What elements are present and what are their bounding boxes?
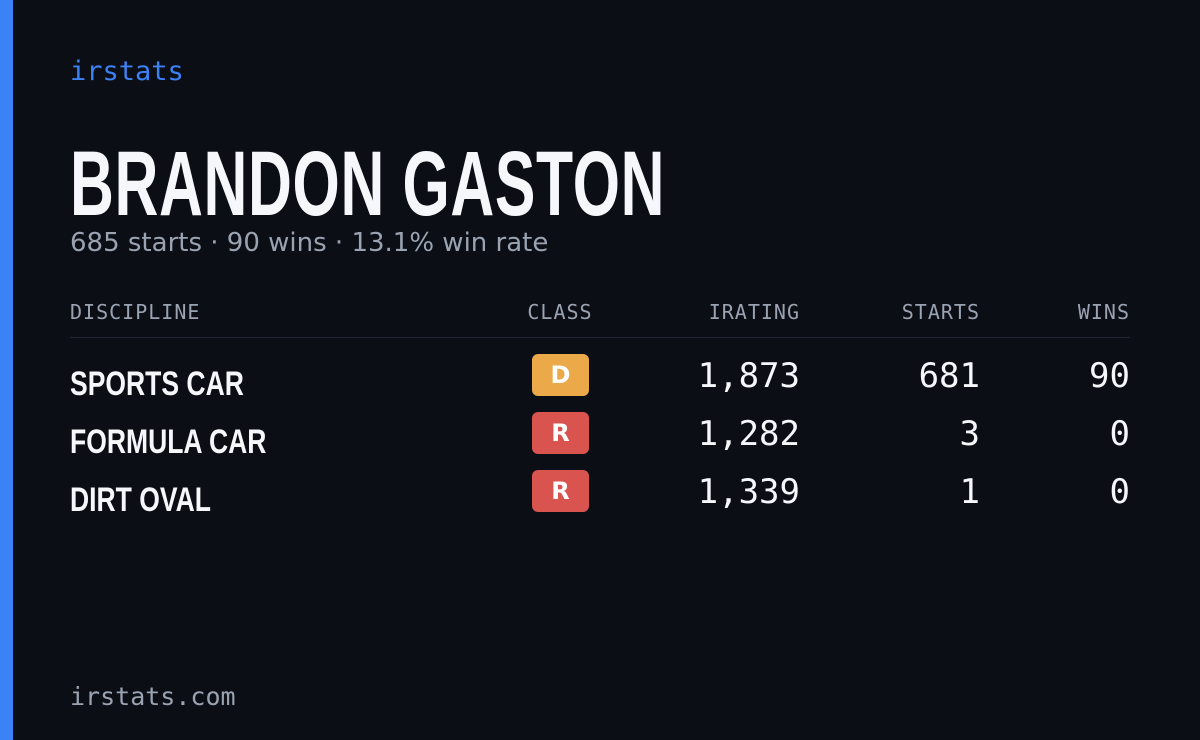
player-name: BRANDON GASTON <box>70 133 666 235</box>
wins: 0 <box>1109 472 1130 512</box>
discipline: FORMULA CAR <box>70 423 267 461</box>
column-header: IRATING <box>708 300 800 324</box>
wins: 90 <box>1089 356 1130 396</box>
class-badge: D <box>532 354 589 396</box>
starts: 1 <box>959 472 980 512</box>
player-summary: 685 starts · 90 wins · 13.1% win rate <box>70 228 549 258</box>
column-header: DISCIPLINE <box>70 300 201 324</box>
irating: 1,339 <box>697 472 800 512</box>
starts: 681 <box>918 356 980 396</box>
column-header: CLASS <box>527 300 593 324</box>
discipline: DIRT OVAL <box>70 481 211 519</box>
irating: 1,282 <box>697 414 800 454</box>
column-header: WINS <box>1077 300 1130 324</box>
discipline: SPORTS CAR <box>70 365 244 403</box>
accent-stripe <box>0 0 13 740</box>
brand: irstats <box>70 56 184 87</box>
header-rule <box>70 337 1130 338</box>
irating: 1,873 <box>697 356 800 396</box>
class-badge: R <box>532 470 589 512</box>
column-header: STARTS <box>901 300 980 324</box>
starts: 3 <box>959 414 980 454</box>
class-badge: R <box>532 412 589 454</box>
footer: irstats.com <box>70 682 236 711</box>
wins: 0 <box>1109 414 1130 454</box>
